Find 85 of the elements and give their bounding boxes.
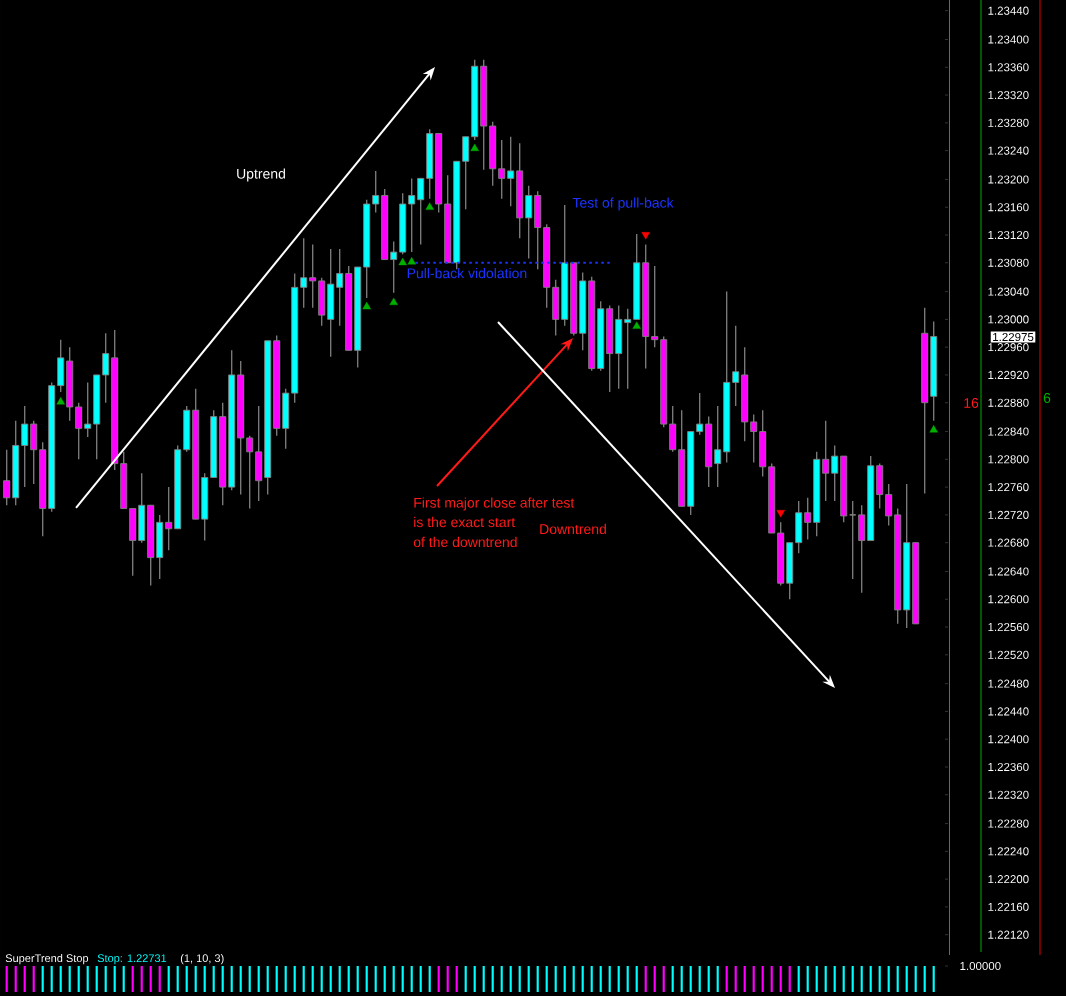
y-tick-label: 1.23440 xyxy=(988,6,1029,15)
candlestick xyxy=(84,381,92,438)
candlestick xyxy=(750,413,758,464)
point xyxy=(56,397,65,405)
y-tick-label: 1.23000 xyxy=(988,315,1029,324)
y-tick-label: 1.00000 xyxy=(960,961,1001,971)
candlestick xyxy=(822,420,830,502)
text: Stop: 1.22731 xyxy=(97,954,167,965)
candlestick xyxy=(651,265,659,348)
y-tick-label: 1.23320 xyxy=(988,90,1029,100)
candlestick xyxy=(696,392,704,436)
ref-line-label: Pull-back vidolation xyxy=(407,267,527,279)
point xyxy=(389,297,398,306)
y-tick-label: 1.22320 xyxy=(988,790,1029,799)
annotation: Uptrend xyxy=(237,168,285,182)
text: 6 xyxy=(1043,393,1051,403)
point xyxy=(362,301,371,310)
candlestick xyxy=(75,402,83,460)
point xyxy=(425,202,434,210)
y-tick-label: 1.22840 xyxy=(988,427,1029,436)
y-tick-label: 1.22520 xyxy=(988,650,1029,659)
y-tick-label: 1.22760 xyxy=(988,483,1029,492)
point xyxy=(470,143,479,151)
text: 16 xyxy=(964,398,979,408)
text: (1, 10, 3) xyxy=(180,954,224,965)
candlestick xyxy=(246,435,254,510)
point xyxy=(632,321,641,329)
chart-title: SuperTrend Stop xyxy=(5,954,89,965)
y-tick-label: 1.22960 xyxy=(988,343,1029,352)
y-tick-label: 1.22160 xyxy=(988,902,1029,911)
candlestick xyxy=(390,240,398,294)
candlestick xyxy=(507,136,515,207)
y-tick-label: 1.22400 xyxy=(988,735,1029,744)
y-tick-label: 1.22200 xyxy=(988,875,1029,884)
y-tick-label: 1.22600 xyxy=(988,595,1029,604)
y-tick-label: 1.23280 xyxy=(988,118,1029,127)
y-tick-label: 1.22120 xyxy=(988,930,1029,939)
candlestick xyxy=(165,486,173,551)
y-tick-label: 1.23240 xyxy=(988,146,1029,155)
y-tick-label: 1.22440 xyxy=(988,707,1029,716)
annotation: is the exact start xyxy=(414,516,516,528)
candlestick xyxy=(624,308,632,390)
y-tick-label: 1.23120 xyxy=(988,230,1029,240)
candlestick xyxy=(102,332,110,404)
y-tick-label: 1.23400 xyxy=(988,35,1029,44)
y-tick-label: 1.22560 xyxy=(988,622,1029,632)
annotation: of the downtrend xyxy=(413,536,517,548)
y-tick-label: 1.22360 xyxy=(988,762,1029,772)
y-tick-label: 1.22920 xyxy=(988,370,1029,380)
candlestick xyxy=(336,248,344,327)
y-tick-label: 1.22640 xyxy=(988,567,1029,576)
annotation: Test of pull-back xyxy=(572,197,674,211)
point xyxy=(398,257,407,266)
candlestick xyxy=(3,449,11,506)
candlestick xyxy=(848,500,857,580)
y-tick-label: 1.23200 xyxy=(988,175,1029,184)
annotation: First major close after test xyxy=(414,497,575,511)
candlestick xyxy=(417,177,425,246)
candlestick xyxy=(21,405,29,488)
y-tick-label: 1.22240 xyxy=(988,847,1029,856)
y-tick-label: 1.23080 xyxy=(988,258,1029,267)
y-tick-label: 1.22800 xyxy=(988,455,1029,464)
candlestick xyxy=(804,497,812,541)
candlestick xyxy=(885,483,893,527)
y-tick-label: 1.23040 xyxy=(988,287,1029,296)
candlestick xyxy=(408,177,416,253)
y-tick-label: 1.22280 xyxy=(988,819,1029,828)
candlestick xyxy=(300,237,308,309)
y-tick-label: 1.22720 xyxy=(988,510,1029,519)
candlestick xyxy=(498,139,506,200)
y-tick-label: 1.22680 xyxy=(988,538,1029,547)
y-tick-label: 1.23160 xyxy=(988,203,1029,212)
y-tick-label: 1.22480 xyxy=(988,679,1029,688)
candlestick xyxy=(525,185,533,260)
y-tick-label: 1.23360 xyxy=(988,63,1029,72)
y-tick-label: 1.22880 xyxy=(988,398,1029,407)
candlestick xyxy=(732,325,740,407)
point xyxy=(407,257,416,265)
point xyxy=(929,425,938,433)
candlestick xyxy=(714,405,722,488)
candlestick xyxy=(309,243,317,309)
candlestick xyxy=(372,170,380,214)
candlestick xyxy=(831,444,839,502)
annotation: Downtrend xyxy=(540,523,606,535)
text: 1.22975 xyxy=(993,332,1034,342)
